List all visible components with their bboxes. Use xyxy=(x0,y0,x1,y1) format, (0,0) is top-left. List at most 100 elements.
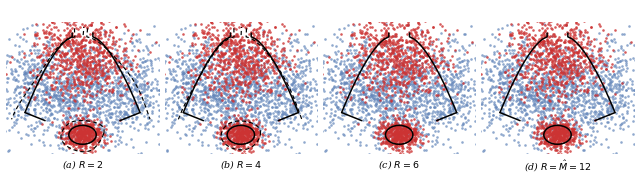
Point xyxy=(285,107,296,109)
Point xyxy=(344,89,355,92)
Point xyxy=(551,79,561,82)
Point xyxy=(550,127,561,130)
Point xyxy=(215,125,225,128)
Point xyxy=(246,46,257,49)
Point xyxy=(620,104,630,107)
Point xyxy=(167,120,177,123)
Point xyxy=(72,93,83,96)
Point xyxy=(206,63,216,66)
Point xyxy=(590,103,600,106)
Point xyxy=(13,80,24,82)
Point xyxy=(71,137,81,140)
Point xyxy=(520,96,530,99)
Point xyxy=(506,121,516,124)
Point xyxy=(359,69,369,72)
Point xyxy=(45,38,55,40)
Point xyxy=(405,71,415,74)
Point xyxy=(393,53,403,56)
Point xyxy=(3,38,13,41)
Point xyxy=(86,60,97,63)
Point xyxy=(38,89,48,92)
Point xyxy=(93,137,103,140)
Point xyxy=(44,63,54,66)
Point xyxy=(593,93,604,96)
Point xyxy=(33,18,43,21)
Point xyxy=(125,39,135,42)
Point xyxy=(556,139,566,142)
Point xyxy=(89,119,99,122)
Point xyxy=(586,81,596,84)
Point xyxy=(207,91,218,94)
Point xyxy=(124,84,134,87)
Point xyxy=(548,79,559,82)
Point xyxy=(245,97,255,100)
Point xyxy=(236,50,246,53)
Point xyxy=(168,88,179,91)
Point xyxy=(111,60,121,62)
Point xyxy=(317,58,327,61)
Point xyxy=(335,107,345,110)
Point xyxy=(566,83,576,86)
Point xyxy=(29,96,40,99)
Point xyxy=(19,52,29,55)
Point xyxy=(395,98,405,101)
Point xyxy=(396,131,406,134)
Point xyxy=(532,119,543,122)
Point xyxy=(230,126,240,129)
Point xyxy=(133,95,143,98)
Point xyxy=(569,27,579,30)
Point xyxy=(131,84,141,86)
Point xyxy=(362,123,372,125)
Point xyxy=(250,138,260,141)
Point xyxy=(602,49,612,52)
Point xyxy=(528,103,538,106)
Point xyxy=(250,142,260,145)
Point xyxy=(400,128,410,131)
Point xyxy=(590,110,600,113)
Point xyxy=(388,133,398,136)
Point xyxy=(186,73,196,76)
Point xyxy=(548,55,558,58)
Point xyxy=(71,75,81,78)
Point xyxy=(215,61,225,64)
Point xyxy=(600,64,611,66)
Point xyxy=(544,81,554,84)
Point xyxy=(100,62,110,65)
Point xyxy=(420,35,431,38)
Point xyxy=(373,86,383,88)
Point xyxy=(257,89,267,92)
Point xyxy=(195,100,205,103)
Point xyxy=(74,50,84,52)
Point xyxy=(84,95,95,98)
Point xyxy=(29,109,39,112)
Point xyxy=(148,95,159,98)
Point xyxy=(212,102,222,105)
Point xyxy=(354,64,364,67)
Point xyxy=(551,122,561,124)
Point xyxy=(414,97,424,100)
Point xyxy=(494,71,504,74)
Point xyxy=(155,58,165,61)
Point xyxy=(386,99,396,102)
Point xyxy=(356,62,366,65)
Point xyxy=(44,92,54,94)
Point xyxy=(567,48,577,51)
Point xyxy=(404,91,414,94)
Point xyxy=(260,88,270,91)
Point xyxy=(396,135,406,138)
Point xyxy=(559,128,569,131)
Point xyxy=(538,107,548,109)
Point xyxy=(403,81,413,84)
Point xyxy=(253,97,263,100)
Point xyxy=(554,132,564,135)
Point xyxy=(568,138,578,141)
Point xyxy=(560,93,570,96)
Point xyxy=(518,75,529,78)
Point xyxy=(402,101,412,104)
Point xyxy=(412,87,422,90)
Point xyxy=(248,140,259,143)
Point xyxy=(610,123,620,125)
Point xyxy=(96,134,106,137)
Point xyxy=(264,139,275,142)
Point xyxy=(227,21,237,24)
